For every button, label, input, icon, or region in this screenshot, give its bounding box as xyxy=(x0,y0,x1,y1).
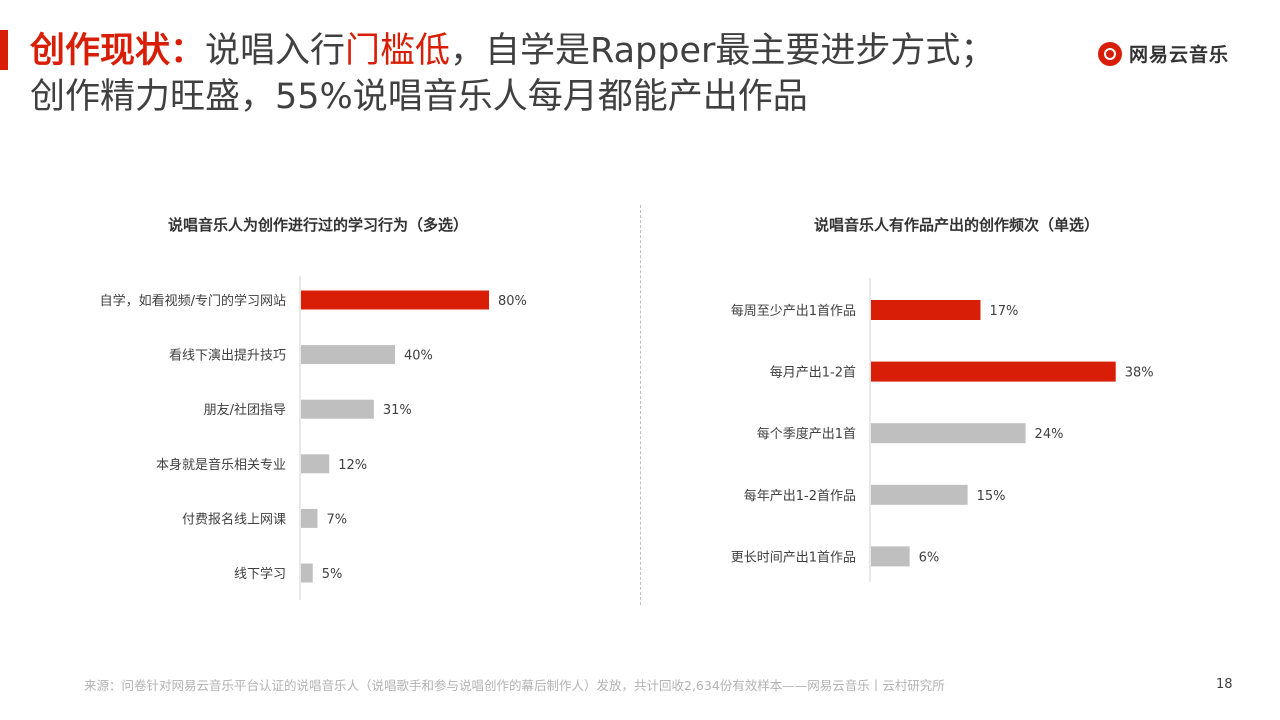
chart-divider xyxy=(640,205,641,605)
title-accent-bar xyxy=(0,30,8,70)
chart-2-category-label-2: 每个季度产出1首 xyxy=(757,426,856,442)
chart-2-title: 说唱音乐人有作品产出的创作频次（单选） xyxy=(814,216,1100,234)
chart-1-bar-0 xyxy=(301,290,489,310)
chart-1-bar-3 xyxy=(301,454,330,474)
page-number: 18 xyxy=(1216,677,1233,692)
source-footnote: 来源：问卷针对网易云音乐平台认证的说唱音乐人（说唱歌手和参与说唱创作的幕后制作人… xyxy=(84,678,945,693)
chart-2-value-label-4: 6% xyxy=(919,550,940,565)
title-part-1: 说唱入行 xyxy=(205,31,346,71)
chart-1-value-label-5: 5% xyxy=(322,567,343,582)
chart-2-bar-3 xyxy=(871,484,968,505)
chart-1-bar-2 xyxy=(301,399,374,419)
chart-1-value-label-2: 31% xyxy=(383,403,412,418)
chart-2-category-label-3: 每年产出1-2首作品 xyxy=(744,488,856,504)
chart-1-value-label-0: 80% xyxy=(498,294,527,309)
title-bold-prefix: 创作现状： xyxy=(30,31,206,71)
chart-2-value-label-0: 17% xyxy=(989,304,1018,319)
chart-1-value-label-1: 40% xyxy=(404,349,433,364)
chart-1-learning-behaviors: 自学，如看视频/专门的学习网站 80% 看线下演出提升技巧 40% 朋友/社团指导 31%… xyxy=(100,276,527,600)
chart-2-bar-1 xyxy=(871,361,1116,382)
chart-2-category-label-4: 更长时间产出1首作品 xyxy=(731,550,856,565)
chart-1-category-label-0: 自学，如看视频/专门的学习网站 xyxy=(100,293,286,309)
chart-1-bar-1 xyxy=(301,345,395,365)
chart-1-category-label-2: 朋友/社团指导 xyxy=(204,402,286,418)
logo-text: 网易云音乐 xyxy=(1129,44,1230,66)
chart-2-bar-0 xyxy=(871,300,981,320)
chart-1-category-label-3: 本身就是音乐相关专业 xyxy=(156,457,286,473)
chart-2-category-label-0: 每周至少产出1首作品 xyxy=(731,303,856,319)
title-part-2: ，自学是Rapper最主要进步方式； xyxy=(450,31,996,71)
netease-music-icon xyxy=(1098,41,1122,66)
chart-1-value-label-3: 12% xyxy=(338,458,367,473)
chart-2-value-label-2: 24% xyxy=(1035,427,1064,442)
chart-1-bar-4 xyxy=(301,508,318,528)
chart-1-category-label-4: 付费报名线上网课 xyxy=(182,511,286,527)
chart-1-value-label-4: 7% xyxy=(326,512,347,527)
chart-1-bar-5 xyxy=(301,563,313,583)
netease-music-logo: 网易云音乐 xyxy=(1098,40,1229,67)
title-line-1: 创作现状：说唱入行门槛低，自学是Rapper最主要进步方式； xyxy=(30,28,995,74)
page-title: 创作现状：说唱入行门槛低，自学是Rapper最主要进步方式； 创作精力旺盛，55… xyxy=(30,28,995,120)
chart-2-bar-4 xyxy=(871,546,910,567)
chart-1-category-label-5: 线下学习 xyxy=(234,566,286,582)
title-highlight: 门槛低 xyxy=(345,31,451,71)
chart-2-value-label-1: 38% xyxy=(1125,366,1154,381)
chart-2-category-label-1: 每月产出1-2首 xyxy=(770,365,856,381)
chart-1-category-label-1: 看线下演出提升技巧 xyxy=(169,348,286,364)
title-line-2: 创作精力旺盛，55%说唱音乐人每月都能产出作品 xyxy=(30,77,808,117)
chart-2-value-label-3: 15% xyxy=(977,489,1006,504)
chart-1-title: 说唱音乐人为创作进行过的学习行为（多选） xyxy=(168,216,469,234)
chart-2-bar-2 xyxy=(871,423,1026,444)
